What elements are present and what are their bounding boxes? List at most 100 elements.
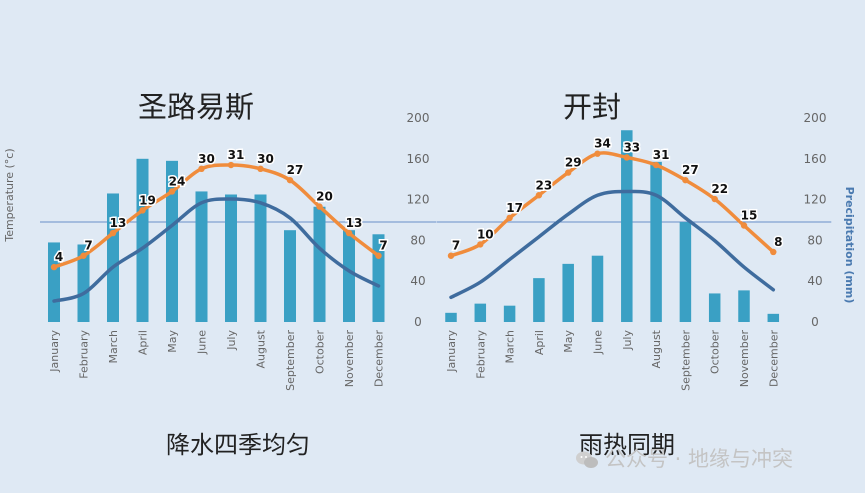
month-label: October bbox=[314, 330, 327, 374]
precipitation-bar bbox=[503, 305, 516, 322]
watermark-text: 公众号 · 地缘与冲突 bbox=[605, 447, 794, 471]
right-tick-label: 160 bbox=[407, 152, 430, 166]
precipitation-bar bbox=[445, 312, 457, 322]
precipitation-bar bbox=[107, 193, 119, 322]
max-temperature-label: 8 bbox=[774, 235, 782, 249]
max-temperature-point bbox=[50, 263, 58, 271]
max-temperature-label: 33 bbox=[623, 140, 640, 154]
max-temperature-label: 34 bbox=[594, 137, 611, 151]
max-temperature-point bbox=[740, 222, 748, 229]
precipitation-bar bbox=[708, 293, 721, 322]
precipitation-bar bbox=[343, 230, 355, 322]
max-temperature-label: 15 bbox=[741, 209, 758, 223]
max-temperature-point bbox=[257, 165, 264, 172]
max-temperature-point bbox=[345, 229, 353, 237]
right-tick-label: 80 bbox=[807, 233, 822, 247]
max-temperature-label: 7 bbox=[452, 239, 460, 253]
month-label: October bbox=[709, 330, 722, 374]
month-label: March bbox=[504, 330, 517, 364]
min-temperature-line bbox=[449, 189, 776, 300]
max-temperature-point bbox=[682, 176, 689, 184]
precipitation-bar bbox=[225, 194, 237, 322]
month-label: August bbox=[650, 329, 663, 368]
right-tick-label: 40 bbox=[410, 274, 425, 288]
right-tick-label: 0 bbox=[811, 315, 819, 329]
max-temperature-label: 13 bbox=[346, 216, 363, 230]
month-label: June bbox=[592, 330, 605, 355]
month-label: April bbox=[533, 330, 546, 355]
max-temperature-point bbox=[623, 154, 630, 161]
watermark: 公众号 · 地缘与冲突 bbox=[575, 442, 860, 476]
max-temperature-point bbox=[594, 150, 601, 157]
max-temperature-point bbox=[652, 161, 660, 169]
max-temperature-point bbox=[375, 252, 382, 259]
max-temperature-point bbox=[711, 195, 718, 203]
precipitation-bar bbox=[313, 206, 326, 322]
precipitation-bar bbox=[195, 191, 208, 322]
max-temperature-point bbox=[227, 161, 235, 169]
month-label: May bbox=[562, 330, 575, 353]
max-temperature-label: 7 bbox=[84, 239, 92, 253]
max-temperature-label: 20 bbox=[316, 190, 333, 204]
max-temperature-label: 30 bbox=[257, 152, 274, 166]
max-temperature-label: 27 bbox=[287, 163, 304, 177]
max-temperature-point bbox=[447, 252, 455, 259]
precipitation-bar bbox=[77, 244, 90, 322]
month-label: February bbox=[474, 330, 487, 379]
month-label: August bbox=[255, 329, 268, 368]
max-temperature-point bbox=[535, 192, 543, 199]
month-label: September bbox=[284, 330, 297, 391]
max-temperature-point bbox=[477, 241, 484, 248]
max-temperature-point bbox=[80, 252, 87, 259]
right-tick-label: 160 bbox=[804, 152, 827, 166]
month-label: December bbox=[373, 330, 386, 388]
month-label: November bbox=[343, 330, 356, 388]
chart-title: 圣路易斯 bbox=[138, 90, 254, 124]
month-label: December bbox=[767, 330, 780, 388]
chart-title: 开封 bbox=[563, 90, 621, 124]
max-temperature-label: 13 bbox=[110, 216, 127, 230]
min-temperature-line bbox=[52, 197, 381, 303]
max-temperature-line bbox=[52, 163, 381, 269]
precipitation-bar bbox=[621, 130, 633, 322]
precipitation-bar bbox=[533, 278, 545, 322]
precipitation-bar bbox=[591, 255, 604, 322]
max-temperature-line bbox=[449, 151, 776, 258]
right-tick-label: 200 bbox=[407, 111, 430, 125]
precipitation-bar bbox=[166, 160, 178, 322]
max-temperature-point bbox=[770, 248, 777, 256]
chart-caption: 降水四季均匀 bbox=[166, 431, 310, 459]
right-tick-label: 200 bbox=[804, 111, 827, 125]
precipitation-bar bbox=[474, 303, 487, 322]
max-temperature-label: 10 bbox=[477, 227, 494, 241]
precipitation-bar bbox=[136, 158, 149, 322]
max-temperature-point bbox=[316, 203, 323, 210]
right-tick-label: 80 bbox=[410, 233, 425, 247]
precipitation-bar bbox=[767, 313, 780, 322]
max-temperature-label: 30 bbox=[198, 152, 215, 166]
max-temperature-label: 19 bbox=[139, 193, 156, 207]
max-temperature-label: 23 bbox=[536, 178, 553, 192]
max-temperature-point bbox=[565, 169, 572, 176]
right-tick-label: 120 bbox=[804, 193, 827, 207]
month-label: July bbox=[225, 330, 238, 351]
precipitation-bar bbox=[650, 161, 662, 322]
month-label: July bbox=[621, 330, 634, 351]
left-axis-title: Temperature (°c) bbox=[3, 148, 16, 242]
month-label: January bbox=[445, 330, 458, 373]
right-tick-label: 120 bbox=[407, 193, 430, 207]
chart-2: 0 40 80 120 160 200 7 10 17 23 29 34 33 31 27 22 15 8 Janu… bbox=[437, 90, 856, 459]
right-tick-label: 0 bbox=[414, 315, 422, 329]
month-label: June bbox=[196, 330, 209, 355]
chart-1: 0 40 80 120 160 200 4 7 13 19 24 30 31 30 27 20 13 7 Janua… bbox=[3, 90, 437, 459]
max-temperature-point bbox=[506, 214, 513, 222]
precipitation-bar bbox=[738, 290, 750, 322]
max-temperature-label: 22 bbox=[711, 182, 728, 196]
month-label: February bbox=[78, 330, 91, 379]
precipitation-bar bbox=[254, 194, 267, 322]
max-temperature-label: 7 bbox=[379, 239, 387, 253]
max-temperature-label: 31 bbox=[653, 148, 670, 162]
max-temperature-label: 27 bbox=[682, 163, 699, 177]
month-label: March bbox=[107, 330, 120, 364]
